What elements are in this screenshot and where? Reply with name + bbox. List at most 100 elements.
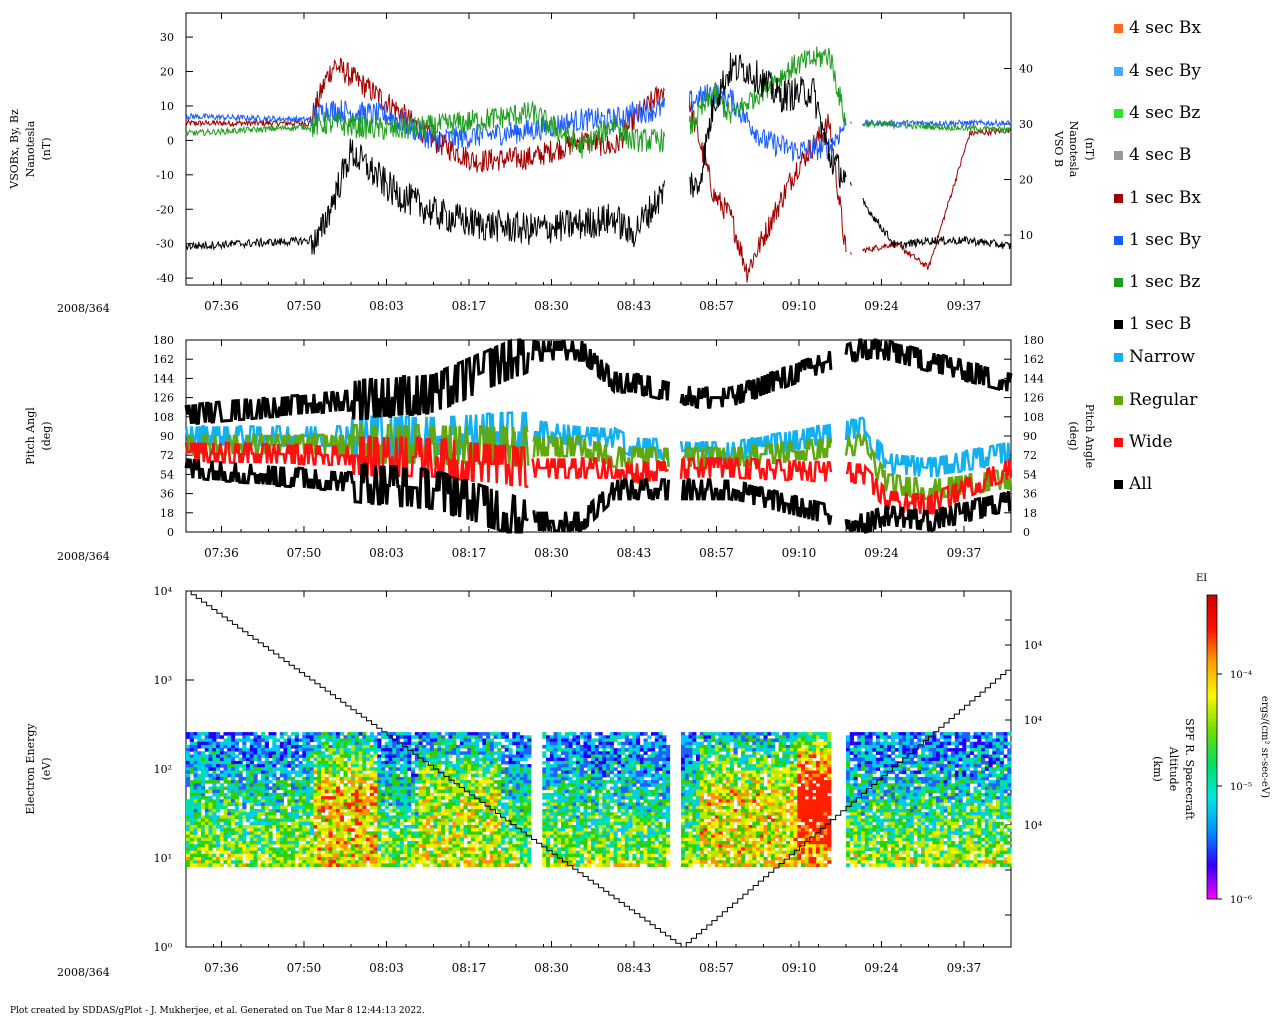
spectrogram-cell [419,841,423,845]
spectrogram-cell [407,825,411,829]
spectrogram-cell [197,783,201,787]
spectrogram-cell [561,819,565,823]
spectrogram-cell [419,825,423,829]
spectrogram-cell [407,777,411,781]
spectrogram-cell [501,838,505,842]
spectrogram-cell [306,771,310,775]
spectrogram-cell [482,771,486,775]
spectrogram-cell [366,819,370,823]
spectrogram-cell [546,758,550,762]
spectrogram-cell [186,783,190,787]
spectrogram-cell [647,790,651,794]
spectrogram-cell [329,841,333,845]
spectrogram-cell [584,751,588,755]
spectrogram-cell [629,806,633,810]
spectrogram-cell [606,815,610,819]
spectrogram-cell [272,822,276,826]
spectrogram-cell [460,838,464,842]
spectrogram-cell [370,735,374,739]
spectrogram-cell [280,863,284,867]
spectrogram-cell [242,803,246,807]
spectrogram-cell [216,854,220,858]
spectrogram-cell [554,758,558,762]
spectrogram-cell [419,815,423,819]
spectrogram-cell [550,803,554,807]
spectrogram-cell [265,764,269,768]
spectrogram-cell [614,755,618,759]
spectrogram-cell [681,751,685,755]
spectrogram-cell [644,780,648,784]
spectrogram-cell [284,745,288,749]
spectrogram-cell [347,831,351,835]
spectrogram-cell [467,761,471,765]
spectrogram-cell [231,854,235,858]
spectrogram-cell [599,851,603,855]
spectrogram-cell [381,847,385,851]
spectrogram-cell [385,806,389,810]
x-tick-label: 07:36 [204,299,239,313]
spectrogram-cell [456,812,460,816]
spectrogram-cell [224,806,228,810]
spectrogram-cell [246,799,250,803]
spectrogram-cell [599,831,603,835]
spectrogram-cell [501,783,505,787]
spectrogram-cell [265,841,269,845]
spectrogram-cell [471,860,475,864]
spectrogram-cell [212,809,216,813]
spectrogram-cell [407,735,411,739]
spectrogram-cell [209,739,213,743]
spectrogram-cell [250,838,254,842]
spectrogram-cell [381,751,385,755]
spectrogram-cell [224,822,228,826]
spectrogram-cell [542,825,546,829]
spectrogram-cell [329,809,333,813]
spectrogram-cell [332,745,336,749]
spectrogram-cell [321,755,325,759]
spectrogram-cell [194,758,198,762]
spectrogram-cell [467,844,471,848]
spectrogram-cell [269,854,273,858]
spectrogram-cell [501,806,505,810]
spectrogram-cell [231,780,235,784]
spectrogram-cell [295,825,299,829]
spectrogram-cell [220,748,224,752]
spectrogram-cell [216,835,220,839]
spectrogram-cell [385,854,389,858]
spectrogram-cell [239,822,243,826]
spectrogram-cell [464,742,468,746]
spectrogram-cell [235,831,239,835]
spectrogram-cell [434,774,438,778]
spectrogram-cell [336,809,340,813]
spectrogram-cell [621,857,625,861]
spectrogram-cell [336,761,340,765]
spectrogram-cell [572,771,576,775]
spectrogram-cell [445,767,449,771]
spectrogram-cell [550,787,554,791]
spectrogram-cell [445,851,449,855]
spectrogram-cell [329,735,333,739]
y-tick-label: 10⁴ [154,585,173,598]
spectrogram-cell [419,857,423,861]
spectrogram-cell [445,777,449,781]
spectrogram-cell [426,735,430,739]
spectrogram-cell [479,831,483,835]
spectrogram-cell [317,758,321,762]
spectrogram-cell [321,732,325,736]
spectrogram-cell [269,863,273,867]
spectrogram-cell [482,790,486,794]
spectrogram-cell [591,751,595,755]
spectrogram-cell [685,783,689,787]
spectrogram-cell [344,854,348,858]
spectrogram-cell [464,745,468,749]
spectrogram-cell [351,777,355,781]
spectrogram-cell [280,764,284,768]
spectrogram-cell [662,796,666,800]
spectrogram-cell [355,860,359,864]
spectrogram-cell [220,751,224,755]
y-tick-label: 180 [153,334,174,347]
spectrogram-cell [655,799,659,803]
spectrogram-cell [317,783,321,787]
x-tick-label: 07:50 [287,961,322,975]
spectrogram-cell [299,825,303,829]
spectrogram-cell [392,780,396,784]
